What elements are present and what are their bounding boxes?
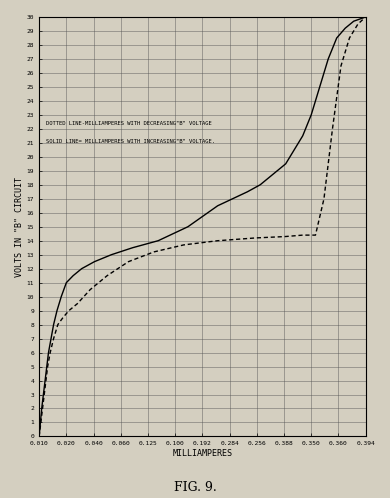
Y-axis label: VOLTS IN "B" CIRCUIT: VOLTS IN "B" CIRCUIT	[15, 177, 24, 277]
Text: FIG. 9.: FIG. 9.	[174, 481, 216, 494]
Text: SOLID LINE= MILLIAMPERES WITH INCREASING"B" VOLTAGE.: SOLID LINE= MILLIAMPERES WITH INCREASING…	[46, 139, 215, 144]
Text: DOTTED LINE-MILLIAMPERES WITH DECREASING"B" VOLTAGE: DOTTED LINE-MILLIAMPERES WITH DECREASING…	[46, 121, 212, 125]
X-axis label: MILLIAMPERES: MILLIAMPERES	[172, 449, 232, 458]
